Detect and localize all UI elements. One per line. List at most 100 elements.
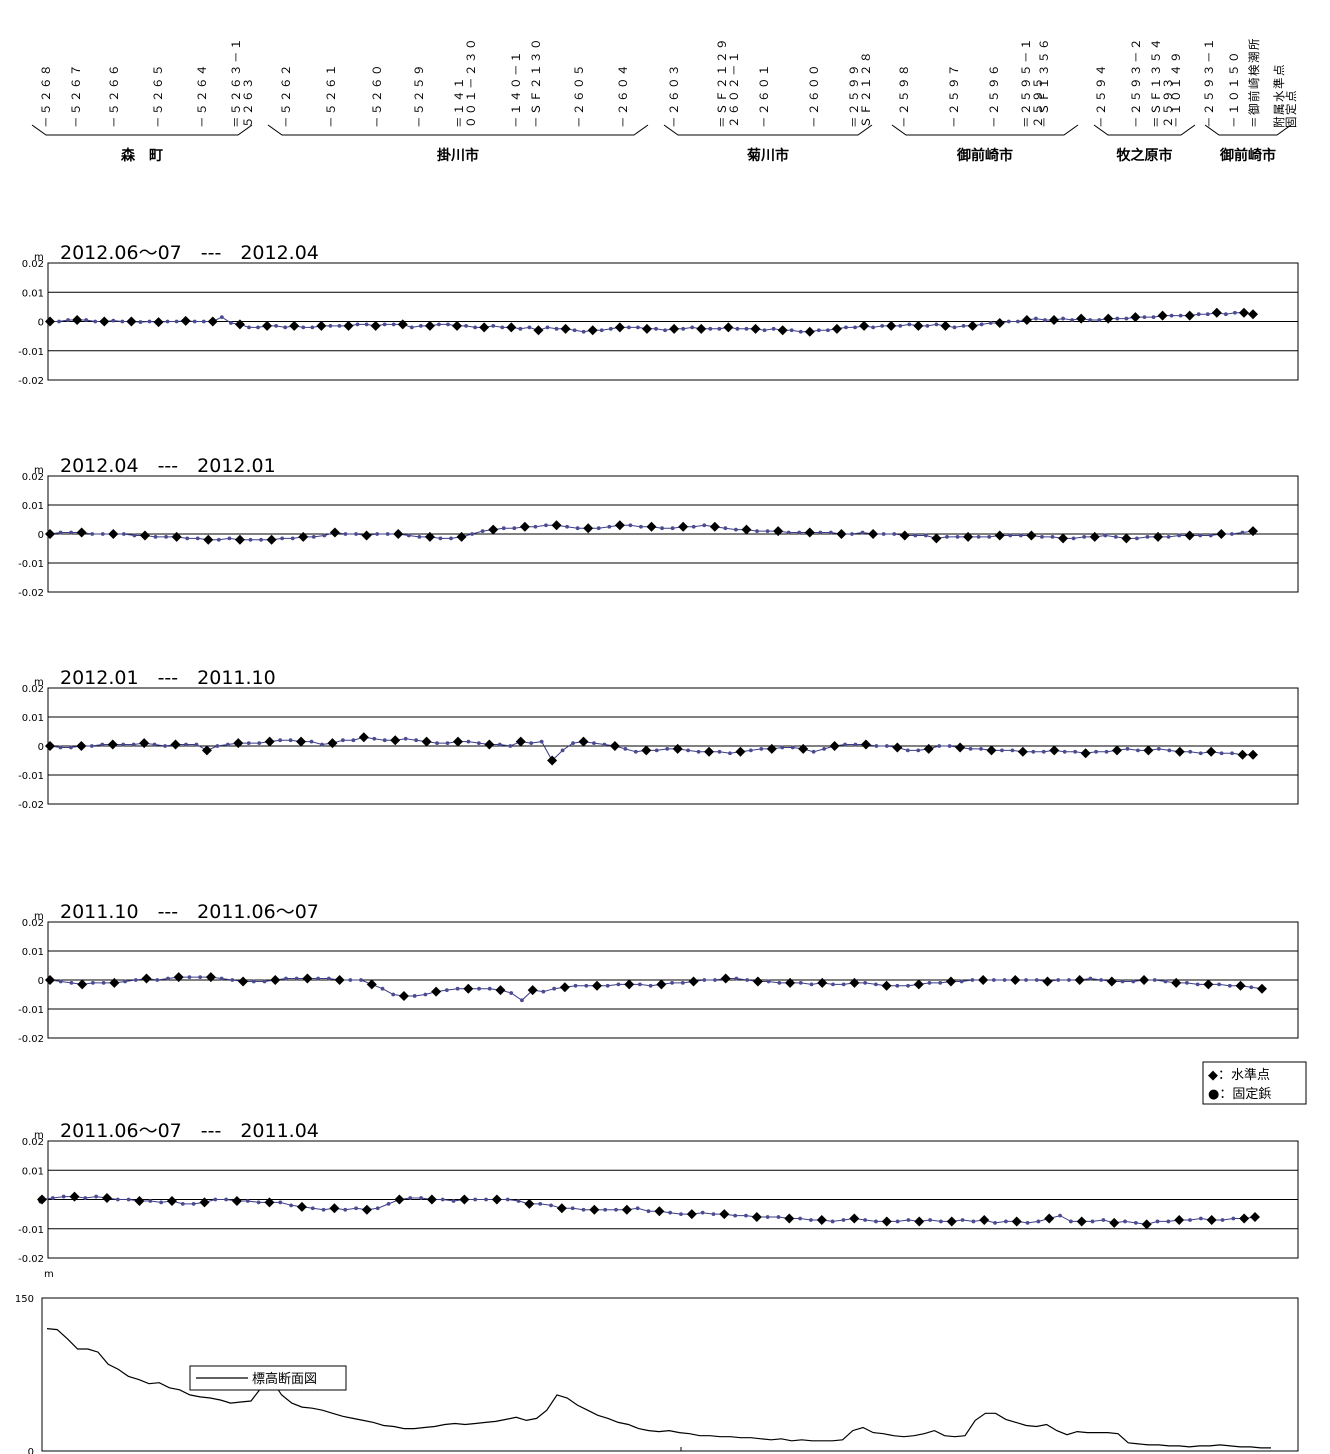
benchmark-marker [76,741,87,751]
municipality-label: 御前崎市 [1219,147,1276,164]
benchmark-marker [963,531,974,542]
benchmark-marker [37,1194,47,1205]
nail-marker [152,742,157,747]
benchmark-marker [207,316,218,327]
station-label: －２６０４ [616,63,630,128]
nail-marker [1131,979,1136,984]
nail-marker [1097,318,1102,322]
station-label: －５２６７ [69,63,83,128]
nail-marker [180,1201,185,1206]
benchmark-marker [358,732,369,743]
nail-marker [545,325,550,330]
nail-marker [406,533,411,538]
nail-marker [477,986,481,991]
nail-marker [979,322,984,327]
nail-marker [863,1218,868,1222]
benchmark-marker [817,977,828,988]
benchmark-marker [329,527,340,538]
nail-marker [348,978,353,982]
benchmark-marker [1076,313,1087,324]
nail-marker [1062,749,1067,754]
nail-marker [364,322,369,327]
nail-marker [215,744,220,748]
nail-marker [115,1197,120,1202]
nail-marker [1103,533,1108,538]
nail-marker [690,325,695,330]
nail-marker [1163,979,1168,984]
benchmark-marker [101,1193,112,1204]
nail-marker [765,1215,770,1219]
nail-marker [484,1197,488,1202]
nail-marker [850,532,854,536]
nail-marker [1073,749,1078,754]
nail-marker [1133,1221,1138,1225]
nail-marker [616,982,621,987]
nail-marker [947,744,952,748]
nail-marker [310,325,315,330]
station-label: ＝御前崎検潮所 [1247,37,1261,128]
nail-marker [1227,983,1232,988]
benchmark-marker [913,320,924,331]
benchmark-marker [686,1209,697,1220]
nail-marker [246,741,251,745]
nail-marker [256,325,260,330]
nail-marker [278,1200,283,1205]
nail-marker [831,982,835,987]
nail-marker [414,738,419,743]
nail-marker [1104,749,1109,754]
nail-marker [328,323,333,328]
y-tick-label: 0.01 [22,288,44,299]
benchmark-marker [994,530,1005,541]
benchmark-marker [578,736,589,747]
nail-marker [1113,535,1118,539]
station-label: ２５９３ [1161,76,1175,128]
nail-marker [895,983,900,988]
nail-marker [541,989,546,994]
nail-marker [623,747,628,751]
nail-marker [473,1197,478,1202]
benchmark-marker [1089,531,1100,542]
benchmark-marker [696,323,707,334]
benchmark-marker [1184,530,1195,541]
nail-marker [227,536,232,541]
benchmark-marker [979,1214,990,1225]
benchmark-marker [829,741,840,751]
nail-marker [702,978,707,982]
station-label: －５２６５ [151,63,165,128]
nail-marker [680,981,685,985]
benchmark-marker [99,316,110,327]
nail-marker [326,976,331,981]
nail-marker [745,978,750,982]
benchmark-marker [296,1201,307,1212]
benchmark-marker [986,745,997,756]
nail-marker [711,1212,716,1217]
nail-marker [155,978,160,982]
y-tick-label: 0.02 [22,684,44,695]
nail-marker [164,535,168,539]
elevation-unit: m [44,1269,54,1280]
benchmark-marker [45,975,55,985]
nail-marker [871,325,876,330]
nail-marker [825,328,830,333]
benchmark-marker [45,529,55,539]
benchmark-marker [424,531,435,542]
benchmark-marker [108,529,119,539]
benchmark-marker [1143,745,1154,756]
benchmark-marker [621,1204,632,1215]
nail-marker [1043,318,1047,322]
benchmark-marker [836,529,847,539]
benchmark-marker [533,325,544,336]
nail-marker [50,1196,55,1200]
nail-marker [1151,315,1156,320]
benchmark-marker [777,325,788,336]
nail-marker [290,536,295,541]
benchmark-marker [609,741,620,751]
benchmark-marker [860,739,871,750]
nail-marker [874,744,879,748]
benchmark-marker [390,735,401,746]
nail-marker [560,748,565,753]
panel-title: 2012.04 --- 2012.01 [60,455,276,477]
benchmark-marker [741,524,752,535]
nail-marker [380,986,385,991]
benchmark-marker [316,320,327,331]
